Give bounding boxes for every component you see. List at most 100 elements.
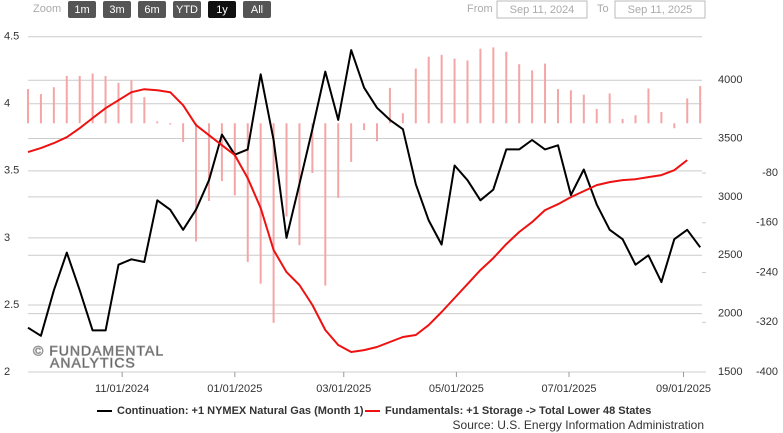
y-tick-label: 3 <box>4 232 10 244</box>
bar <box>220 123 223 182</box>
zoom-label: Zoom <box>33 3 61 15</box>
y-tick-label: 4.5 <box>4 31 19 43</box>
zoom-button-label[interactable]: 6m <box>144 4 159 16</box>
from-value[interactable]: Sep 11, 2024 <box>510 4 575 16</box>
y3-tick-label: -400 <box>756 366 778 378</box>
bar <box>195 123 198 242</box>
x-tick-label: 03/01/2025 <box>316 383 371 395</box>
bar <box>259 123 262 284</box>
y2-tick-label: 2500 <box>718 249 742 261</box>
bar <box>143 97 146 124</box>
y2-tick-label: 1500 <box>718 366 742 378</box>
bar <box>505 51 508 124</box>
source: Source: U.S. Energy Information Administ… <box>453 418 704 432</box>
bar <box>414 68 417 124</box>
bar <box>401 113 404 124</box>
bar <box>376 123 379 142</box>
from-label: From <box>467 3 493 15</box>
zoom-button[interactable] <box>208 1 236 18</box>
bar <box>363 123 366 131</box>
bar <box>117 82 120 124</box>
y-tick-label: 2 <box>4 366 10 378</box>
zoom-button[interactable] <box>138 1 166 18</box>
bar <box>686 98 689 124</box>
bar <box>388 87 391 124</box>
bar <box>233 123 236 196</box>
bar <box>182 123 185 142</box>
bar <box>272 123 275 323</box>
zoom-button[interactable] <box>68 1 96 18</box>
bar <box>169 123 172 125</box>
y-tick-label: 4 <box>4 98 10 110</box>
bar <box>39 94 42 124</box>
zoom-button[interactable] <box>103 1 131 18</box>
x-tick-label: 01/01/2025 <box>207 383 262 395</box>
bar <box>569 90 572 124</box>
y2-tick-label: 4000 <box>718 74 742 86</box>
y2-tick-label: 2000 <box>718 308 742 320</box>
y3-tick-label: -80 <box>762 167 778 179</box>
bar <box>647 88 650 124</box>
zoom-button-label[interactable]: 1y <box>216 4 228 16</box>
bar <box>311 123 314 174</box>
bar <box>246 123 249 262</box>
x-tick-label: 09/01/2025 <box>656 383 711 395</box>
y-tick-label: 2.5 <box>4 299 19 311</box>
bar <box>156 121 159 124</box>
y3-tick-label: -320 <box>756 316 778 328</box>
bar <box>453 58 456 124</box>
bar <box>660 112 663 124</box>
bar <box>91 73 94 124</box>
bar <box>492 47 495 124</box>
bar <box>531 70 534 124</box>
zoom-button-label[interactable]: All <box>251 4 263 16</box>
y3-tick-label: -240 <box>756 266 778 278</box>
zoom-button-label[interactable]: 1m <box>74 4 89 16</box>
line <box>27 88 688 353</box>
x-tick-label: 05/01/2025 <box>429 383 484 395</box>
x-tick-label: 07/01/2025 <box>542 383 597 395</box>
watermark: ANALYTICS <box>50 355 136 371</box>
zoom-button-label[interactable]: YTD <box>176 4 198 16</box>
to-value[interactable]: Sep 11, 2025 <box>628 4 693 16</box>
bar <box>466 60 469 124</box>
zoom-button[interactable] <box>243 1 271 18</box>
y2-tick-label: 3000 <box>718 191 742 203</box>
bar <box>556 89 559 124</box>
watermark: © FUNDAMENTAL <box>33 343 164 359</box>
bar <box>621 118 624 124</box>
bar <box>673 123 676 129</box>
bar <box>207 123 210 201</box>
line <box>27 49 702 337</box>
legend-label: Continuation: +1 NYMEX Natural Gas (Mont… <box>117 405 364 417</box>
bar <box>544 63 547 124</box>
bar <box>324 123 327 286</box>
bar <box>350 123 353 162</box>
bar <box>337 123 340 198</box>
bar <box>608 93 611 124</box>
bar <box>427 56 430 124</box>
from-input[interactable] <box>496 0 588 19</box>
x-tick-label: 11/01/2024 <box>95 383 149 395</box>
y2-tick-label: 3500 <box>718 132 742 144</box>
bar <box>699 85 702 124</box>
y-tick-label: 3.5 <box>4 165 19 177</box>
bar <box>440 54 443 124</box>
y3-tick-label: -160 <box>756 217 778 229</box>
legend-label: Fundamentals: +1 Storage -> Total Lower … <box>385 405 651 417</box>
bar <box>479 48 482 124</box>
bar <box>518 64 521 124</box>
zoom-button-label[interactable]: 3m <box>109 4 124 16</box>
bar <box>634 115 637 124</box>
bar <box>52 87 55 124</box>
to-input[interactable] <box>614 0 706 19</box>
bar <box>104 76 107 124</box>
bar <box>27 89 29 124</box>
bar <box>78 76 81 124</box>
bar <box>595 108 598 124</box>
zoom-button[interactable] <box>173 1 201 18</box>
bar <box>285 123 288 217</box>
bar <box>582 94 585 124</box>
